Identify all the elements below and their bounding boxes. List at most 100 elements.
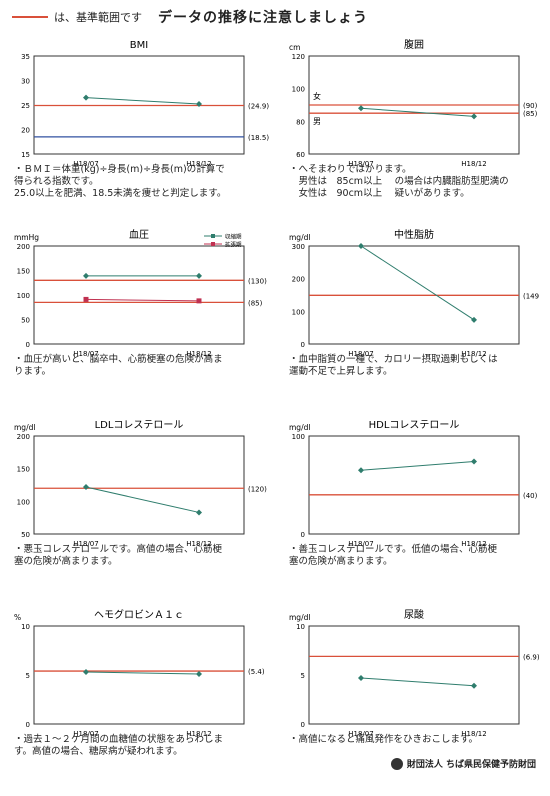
reference-value-label: (149 xyxy=(523,292,539,300)
y-tick-label: 100 xyxy=(17,292,30,300)
x-tick-label: H18/07 xyxy=(348,350,373,358)
x-tick-label: H18/07 xyxy=(348,540,373,548)
y-tick-label: 200 xyxy=(17,243,30,251)
reference-value-label: (90) xyxy=(523,102,538,110)
x-tick-label: H18/12 xyxy=(461,730,486,738)
chart-svg: 尿酸 mg/dl 0 5 10 H18/07 H18/12 (6.9) xyxy=(289,608,540,738)
chart-note: ・高値になると痛風発作をひきおこします。 xyxy=(289,734,479,745)
legend-marker xyxy=(211,242,215,246)
chart-panel: 腹囲 cm 60 80 100 120 H18/07 H18/12 (90) 女 (85) 男・へそま… xyxy=(285,38,547,226)
reference-side-label: 男 xyxy=(313,117,321,126)
data-point xyxy=(83,483,89,490)
y-tick-label: 150 xyxy=(17,268,30,276)
x-tick-label: H18/12 xyxy=(186,160,211,168)
series-line xyxy=(85,97,200,105)
y-tick-label: 200 xyxy=(292,276,305,284)
y-tick-label: 0 xyxy=(301,721,305,729)
y-tick-label: 80 xyxy=(296,118,305,126)
chart-title: HDLコレステロール xyxy=(369,420,460,431)
page-title: データの推移に注意しましょう xyxy=(158,10,368,26)
data-point xyxy=(358,674,364,681)
chart-title: 中性脂肪 xyxy=(394,228,434,241)
data-point xyxy=(196,509,202,516)
page-header: は、基準範囲です データの推移に注意しましょう xyxy=(12,8,368,26)
y-tick-label: 30 xyxy=(21,78,30,86)
chart-panel: ヘモグロビンＡ１ｃ% 0 5 10 H18/07 H18/12 (5.4) ・過去１～２ケ月間… xyxy=(10,608,272,796)
y-tick-label: 10 xyxy=(296,623,305,631)
y-tick-label: 5 xyxy=(301,672,305,680)
organization-name: 財団法人 ちば県民保健予防財団 xyxy=(406,760,536,770)
chart-note: ・過去１～２ケ月間の血糖値の状態をあらわしま す。高値の場合、糖尿病が疑われます… xyxy=(14,734,224,757)
chart-svg: 血圧 mmHg 0 50 100 150 200 H18/07 H18/12 (130) (85) 収… xyxy=(14,228,267,358)
y-tick-label: 200 xyxy=(17,433,30,441)
x-tick-label: H18/07 xyxy=(348,160,373,168)
series-line xyxy=(360,460,475,471)
data-point xyxy=(358,467,364,474)
chart-note: ・善玉コレステロールです。低値の場合、心筋梗 塞の危険が高まります。 xyxy=(289,544,498,567)
chart-title: BMI xyxy=(130,40,148,51)
chart-svg: ヘモグロビンＡ１ｃ% 0 5 10 H18/07 H18/12 (5.4) xyxy=(14,608,265,738)
reference-value-label: (6.9) xyxy=(523,653,540,661)
data-point xyxy=(83,669,89,676)
data-point xyxy=(471,316,477,323)
data-point xyxy=(358,243,364,249)
x-tick-label: H18/07 xyxy=(73,160,98,168)
plot-frame xyxy=(33,625,245,725)
x-tick-label: H18/12 xyxy=(186,540,211,548)
chart-title: LDLコレステロール xyxy=(95,420,184,431)
chart-title: 血圧 xyxy=(129,228,149,241)
y-unit-label: cm xyxy=(289,43,300,52)
y-tick-label: 0 xyxy=(301,531,305,539)
chart-title: ヘモグロビンＡ１ｃ xyxy=(94,608,184,621)
reference-value-label: (120) xyxy=(248,485,267,493)
y-tick-label: 5 xyxy=(26,672,30,680)
footer: 財団法人 ちば県民保健予防財団 xyxy=(390,757,536,770)
x-tick-label: H18/12 xyxy=(461,350,486,358)
data-point xyxy=(471,682,477,689)
chart-note: ・血中脂質の一種で、カロリー摂取過剰もしくは 運動不足で上昇します。 xyxy=(289,354,498,377)
y-unit-label: mg/dl xyxy=(289,423,310,432)
data-point xyxy=(196,272,202,279)
chart-title: 尿酸 xyxy=(404,608,424,621)
y-tick-label: 100 xyxy=(17,498,30,506)
series-line xyxy=(360,677,475,687)
data-point xyxy=(83,272,89,279)
series-line xyxy=(360,107,475,117)
reference-value-label: (40) xyxy=(523,492,538,500)
reference-line-swatch xyxy=(12,16,48,18)
series-line xyxy=(85,486,200,513)
data-point xyxy=(196,298,202,304)
plot-frame xyxy=(308,625,520,725)
y-unit-label: mg/dl xyxy=(14,423,35,432)
chart-note: ・へそまわりではかります。 男性は 85cm以上 の場合は内臓脂肪型肥満の 女性… xyxy=(289,164,509,199)
y-tick-label: 60 xyxy=(296,151,305,159)
reference-value-label: (85) xyxy=(523,110,538,118)
chart-note: ・悪玉コレステロールです。高値の場合、心筋梗 塞の危険が高まります。 xyxy=(14,544,223,567)
legend-label: 拡張期 xyxy=(225,241,242,249)
x-tick-label: H18/12 xyxy=(461,160,486,168)
y-tick-label: 0 xyxy=(26,341,30,349)
y-tick-label: 50 xyxy=(21,317,30,325)
y-tick-label: 10 xyxy=(21,623,30,631)
series-line xyxy=(85,298,200,302)
y-tick-label: 300 xyxy=(292,243,305,251)
chart-panel: LDLコレステロール mg/dl 50 100 150 200 H18/07 H18/12 (1… xyxy=(10,418,272,606)
data-point xyxy=(83,296,89,302)
y-unit-label: mg/dl xyxy=(289,613,310,622)
legend-label: 収縮期 xyxy=(225,233,242,241)
y-tick-label: 150 xyxy=(17,466,30,474)
y-tick-label: 35 xyxy=(21,53,30,61)
x-tick-label: H18/12 xyxy=(186,350,211,358)
chart-note: ・血圧が高いと、脳卒中、心筋梗塞の危険が高ま ります。 xyxy=(14,354,223,377)
reference-value-label: (24.9) xyxy=(248,102,269,110)
x-tick-label: H18/12 xyxy=(461,540,486,548)
legend-marker xyxy=(211,234,215,238)
reference-legend-text: は、基準範囲です xyxy=(54,11,142,24)
y-tick-label: 20 xyxy=(21,127,30,135)
reference-value-label: (130) xyxy=(248,277,267,285)
plot-frame xyxy=(33,435,245,535)
chart-note: ・ＢＭＩ＝体重(kg)÷身長(m)÷身長(m)の計算で 得られる指数です。 25… xyxy=(14,164,227,199)
series-line xyxy=(360,245,475,321)
chart-panel: 血圧 mmHg 0 50 100 150 200 H18/07 H18/12 (130) (85) 収… xyxy=(10,228,272,416)
y-tick-label: 100 xyxy=(292,86,305,94)
